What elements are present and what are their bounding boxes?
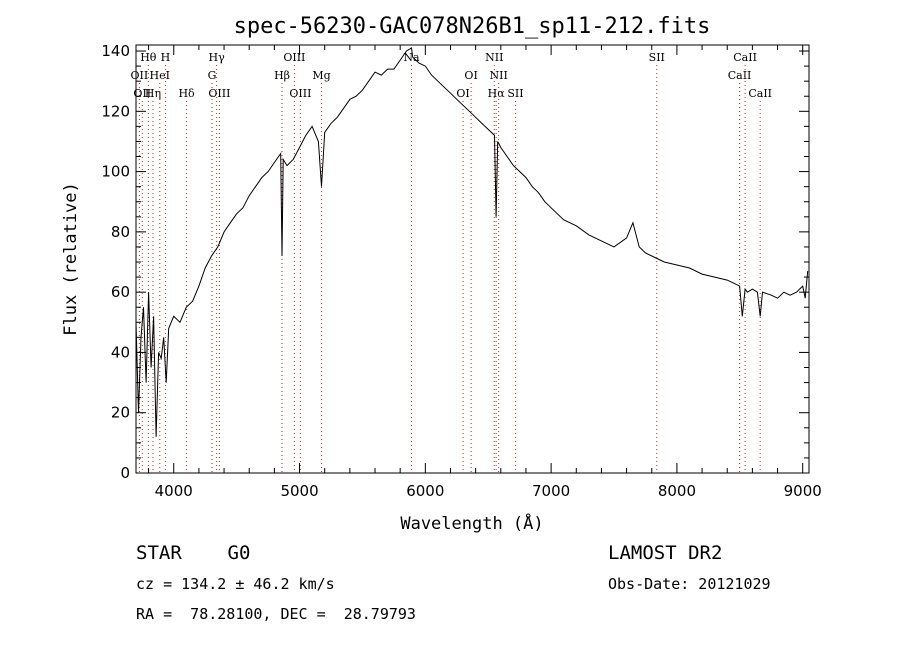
marker-label: NII (485, 51, 503, 64)
marker-label: OIII (208, 87, 230, 100)
y-axis-label: Flux (relative) (61, 182, 81, 336)
x-tick-label: 7000 (532, 482, 570, 500)
observation-date: Obs-Date: 20121029 (608, 575, 771, 593)
marker-label: CaII (733, 51, 757, 64)
y-tick-label: 100 (101, 163, 130, 181)
marker-label: Hα (488, 87, 506, 100)
marker-label: HeI (150, 69, 170, 82)
x-tick-label: 8000 (658, 482, 696, 500)
axis-ticks: 4000 5000 6000 7000 8000 9000 0 20 40 60 80 100 120 1… (101, 42, 821, 500)
marker-label: OII (131, 69, 149, 82)
chart-title: spec-56230-GAC078N26B1_sp11-212.fits (234, 14, 711, 39)
marker-label: Hδ (178, 87, 195, 100)
object-class: STAR G0 (136, 542, 251, 564)
y-tick-label: 60 (111, 283, 130, 301)
marker-label: OII (133, 87, 151, 100)
y-tick-label: 0 (120, 464, 130, 482)
marker-label: OI (456, 87, 469, 100)
y-tick-label: 80 (111, 223, 130, 241)
marker-label: NII (490, 69, 508, 82)
marker-label: G (208, 69, 217, 82)
spectrum-line (135, 47, 809, 437)
y-tick-label: 40 (111, 343, 130, 361)
marker-label: Hη (145, 87, 161, 100)
marker-label: Mg (312, 69, 330, 82)
redshift-value: cz = 134.2 ± 46.2 km/s (136, 575, 335, 593)
x-tick-label: 4000 (155, 482, 193, 500)
x-axis-label: Wavelength (Å) (400, 512, 543, 534)
marker-label: CaII (728, 69, 752, 82)
marker-label: SII (649, 51, 665, 64)
coordinates: RA = 78.28100, DEC = 28.79793 (136, 605, 416, 623)
marker-label: OIII (283, 51, 305, 64)
marker-label: SII (507, 87, 523, 100)
marker-label: Hγ (209, 51, 226, 64)
plot-frame (135, 44, 810, 474)
x-tick-label: 6000 (406, 482, 444, 500)
marker-label: Hβ (274, 69, 290, 82)
survey-name: LAMOST DR2 (608, 542, 723, 564)
y-tick-label: 120 (101, 102, 130, 120)
y-tick-label: 20 (111, 404, 130, 422)
marker-label: OIII (289, 87, 311, 100)
marker-label: OI (464, 69, 477, 82)
x-tick-label: 5000 (280, 482, 318, 500)
marker-label: H (161, 51, 171, 64)
x-tick-label: 9000 (784, 482, 822, 500)
marker-label: CaII (748, 87, 772, 100)
y-tick-label: 140 (101, 42, 130, 60)
line-markers: OIIOIIHθHηHeIHHδGHγOIIIHβOIIIOIIIMgNaOIO… (131, 51, 772, 473)
marker-label: Hθ (140, 51, 157, 64)
